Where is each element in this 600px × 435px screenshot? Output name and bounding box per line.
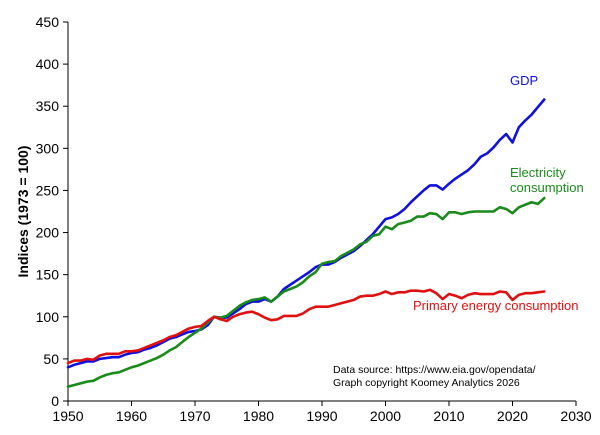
x-tick-label: 2000 (370, 408, 401, 424)
x-tick-label: 2020 (497, 408, 528, 424)
series-0 (66, 98, 546, 369)
y-tick-label: 0 (51, 393, 59, 409)
x-tick-label: 2030 (560, 408, 591, 424)
x-tick-label: 1960 (116, 408, 147, 424)
series-2 (66, 288, 546, 365)
source-note: Graph copyright Koomey Analytics 2026 (333, 377, 520, 389)
series-label: Electricity (510, 165, 566, 180)
series-line (66, 98, 546, 369)
series-label: GDP (510, 73, 538, 88)
y-tick-label: 400 (36, 56, 60, 72)
axes: 0 50 100 150 200 250 300 350 400 450 1950 1960 1970 1… (15, 14, 592, 424)
y-tick-label: 450 (36, 14, 60, 30)
series-label: Primary energy consumption (413, 298, 578, 313)
series-line (66, 196, 546, 388)
y-tick-label: 300 (36, 140, 60, 156)
y-tick-label: 200 (36, 225, 60, 241)
y-tick-label: 150 (36, 267, 60, 283)
y-tick-label: 50 (43, 351, 59, 367)
y-tick-label: 350 (36, 98, 60, 114)
series-label: consumption (510, 180, 584, 195)
x-tick-label: 2010 (433, 408, 464, 424)
y-tick-label: 100 (36, 309, 60, 325)
source-notes: Data source: https://www.eia.gov/opendat… (333, 364, 536, 389)
source-note: Data source: https://www.eia.gov/opendat… (333, 364, 536, 376)
x-tick-label: 1950 (52, 408, 83, 424)
x-tick-label: 1970 (179, 408, 210, 424)
series-line (66, 288, 546, 365)
y-axis-title: Indices (1973 = 100) (15, 146, 31, 278)
series-lines (66, 98, 546, 388)
y-tick-label: 250 (36, 182, 60, 198)
x-tick-label: 1980 (243, 408, 274, 424)
x-tick-label: 1990 (306, 408, 337, 424)
